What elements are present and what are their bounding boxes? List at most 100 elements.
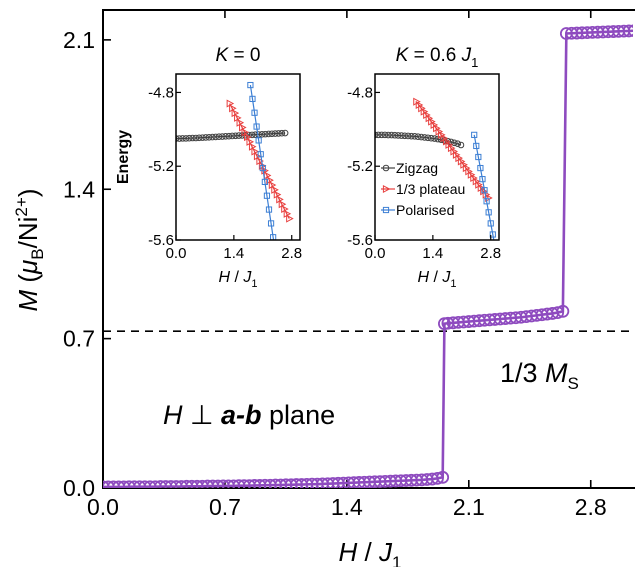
inset-y-tick-label: -4.8 [347, 84, 373, 101]
inset-x-tick-label: 0.0 [166, 245, 187, 262]
inset-data-point [275, 130, 282, 137]
inset-data-point [427, 134, 435, 142]
main-plot-frame [102, 9, 635, 489]
inset-data-point [477, 164, 484, 172]
inset-data-point [433, 124, 441, 133]
inset-k0-title: K = 0 [216, 45, 261, 66]
inset-k0-x-label: H / J1 [218, 269, 257, 290]
inset-data-point [451, 139, 458, 147]
inset-data-point [440, 134, 449, 143]
inset-data-point [462, 164, 471, 173]
main-series-magnetization [103, 24, 633, 488]
main-data-point [627, 24, 633, 37]
inset-data-point [249, 95, 256, 103]
inset-k06-legend: Zigzag 1/3 plateau Polarised [381, 160, 465, 218]
main-y-tick-label: 0.0 [63, 475, 95, 501]
main-x-tick-label: 1.4 [331, 494, 363, 520]
inset-data-point [381, 131, 389, 139]
inset-data-point [247, 81, 254, 89]
inset-data-point [285, 331, 290, 336]
inset-data-point [472, 177, 481, 186]
inset-series-line [249, 84, 275, 240]
main-y-tick-label: 1.4 [63, 176, 95, 202]
inset-series-line [473, 134, 495, 240]
inset-data-point [398, 132, 405, 139]
inset-data-point [460, 160, 468, 169]
inset-x-tick-label: 1.4 [422, 245, 443, 262]
inset-data-point [447, 144, 456, 153]
legend-marker [382, 206, 390, 214]
inset-k06-ticks: 0.0 1.4 2.8 -4.8 -5.2 -5.6 [347, 84, 501, 262]
inset-data-point [428, 117, 436, 126]
inset-data-point [265, 130, 272, 138]
inset-data-point [263, 192, 271, 199]
inset-k0-frame [175, 73, 301, 241]
inset-data-point [430, 120, 439, 129]
inset-data-point [277, 276, 282, 281]
inset-data-point [176, 135, 180, 142]
inset-data-point [388, 131, 395, 139]
inset-data-point [391, 131, 399, 139]
main-x-tick-label: 0.0 [87, 494, 119, 520]
inset-data-point [257, 151, 264, 158]
inset-data-point [258, 131, 266, 138]
inset-data-point [275, 262, 280, 267]
inset-data-point [421, 134, 428, 141]
inset-data-point [215, 133, 223, 141]
inset-data-point [475, 153, 482, 161]
inset-data-point [435, 127, 444, 136]
inset-data-point [431, 135, 438, 142]
inset-data-point [420, 107, 429, 116]
inset-data-point [424, 134, 432, 142]
inset-data-point [205, 133, 213, 141]
inset-data-point [225, 132, 233, 140]
main-data-point [551, 306, 565, 319]
inset-data-point [445, 140, 454, 149]
inset-data-point [255, 137, 262, 144]
inset-data-point [218, 133, 226, 140]
inset-data-point [202, 134, 210, 141]
inset-data-point [411, 133, 418, 140]
legend-marker [382, 184, 391, 194]
inset-data-point [185, 134, 193, 142]
inset-data-point [189, 134, 196, 142]
annotation-one-third-ms: 1/3 MS [500, 358, 579, 393]
inset-data-point [253, 123, 260, 130]
inset-y-tick-label: -5.6 [148, 232, 174, 249]
inset-y-tick-label: -5.2 [347, 158, 373, 175]
inset-data-point [273, 248, 278, 253]
inset-k0-ticks: 0.0 1.4 2.8 -4.8 -5.2 -5.6 [148, 84, 302, 262]
main-x-tick-label: 2.8 [575, 494, 607, 520]
inset-k06-title: K = 0.6 J1 [396, 45, 479, 70]
inset-data-point [195, 134, 203, 142]
inset-data-point [454, 140, 461, 148]
inset-data-point [485, 209, 492, 216]
legend-label: 1/3 plateau [396, 181, 465, 197]
inset-data-point [228, 132, 236, 140]
inset-data-point [286, 214, 294, 223]
inset-series-line [229, 103, 290, 219]
inset-data-point [418, 104, 426, 113]
main-y-tick-label: 0.7 [63, 326, 95, 352]
inset-data-point [279, 290, 284, 295]
inset-data-point [378, 131, 385, 139]
inset-data-point [489, 231, 496, 238]
inset-data-point [450, 147, 458, 156]
inset-data-point [457, 157, 466, 166]
inset-data-point [271, 130, 279, 137]
main-x-tick-label: 0.7 [209, 494, 241, 520]
inset-data-point [261, 130, 269, 138]
inset-data-point [479, 176, 486, 183]
inset-data-point [438, 130, 446, 139]
inset-data-point [481, 187, 488, 194]
inset-data-point [267, 220, 275, 227]
inset-data-point [467, 170, 476, 179]
legend-marker [382, 164, 390, 172]
inset-data-point [265, 206, 273, 213]
main-x-axis-label: H / J1 [339, 537, 402, 567]
inset-x-tick-label: 2.8 [480, 245, 501, 262]
inset-data-point [408, 132, 415, 140]
inset-data-point [182, 135, 190, 142]
inset-data-point [248, 131, 256, 139]
